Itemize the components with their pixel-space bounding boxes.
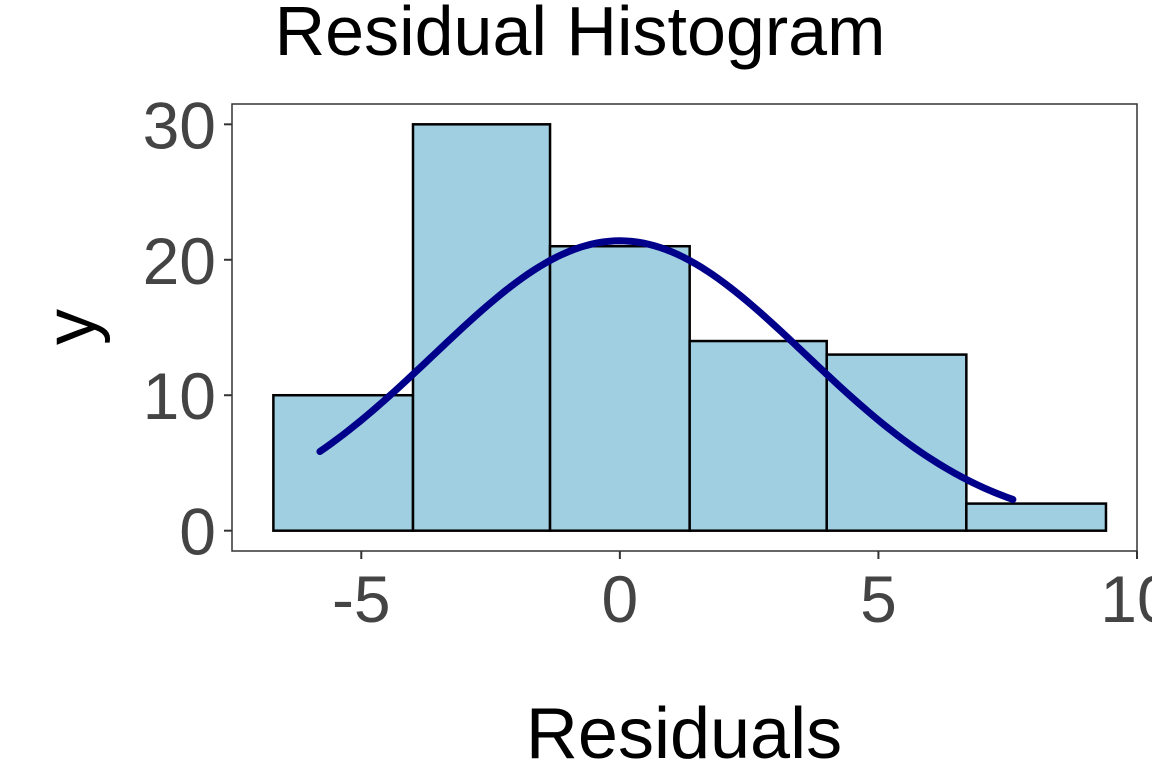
y-axis-title: y <box>31 309 111 345</box>
histogram-bar-2 <box>411 123 552 532</box>
histogram-bar-6 <box>965 502 1108 532</box>
x-tick-label: -5 <box>332 562 391 636</box>
normal-curve-line <box>316 237 1017 503</box>
y-axis: 0 10 20 30 <box>143 88 232 569</box>
x-tick-label: 5 <box>860 562 897 636</box>
y-tick-label: 0 <box>179 495 216 569</box>
bars-group <box>272 123 1108 532</box>
y-tick-label: 20 <box>143 224 216 298</box>
x-axis: -5 0 5 10 <box>332 551 1152 636</box>
x-tick-label: 0 <box>601 562 638 636</box>
y-tick-label: 10 <box>143 359 216 433</box>
histogram-bar-3 <box>548 244 691 532</box>
y-tick-label: 30 <box>143 88 216 162</box>
histogram-bar-1 <box>272 393 415 532</box>
histogram-bar-4 <box>688 339 828 532</box>
x-tick-label: 10 <box>1100 562 1152 636</box>
x-axis-title: Residuals <box>526 694 842 768</box>
histogram-bar-5 <box>825 353 968 532</box>
chart-title: Residual Histogram <box>275 0 886 70</box>
